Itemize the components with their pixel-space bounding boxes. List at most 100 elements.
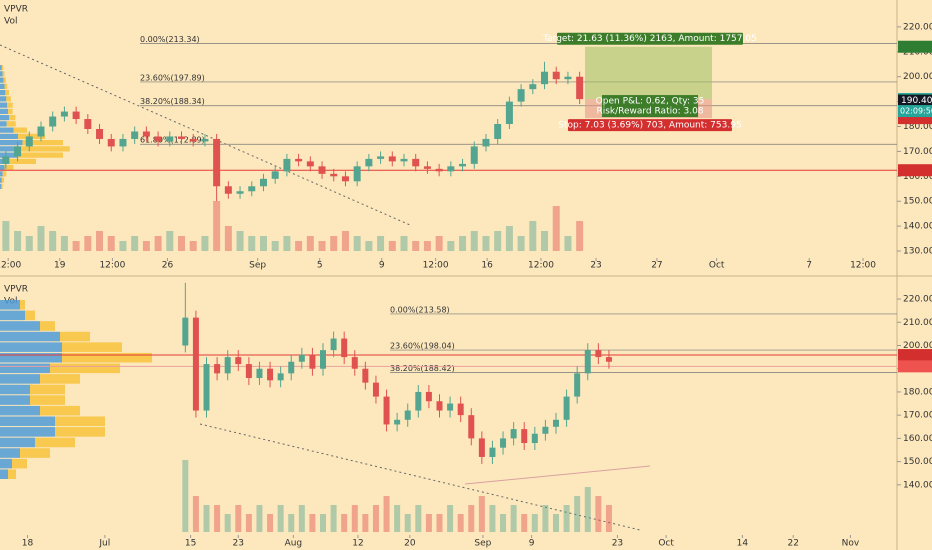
candle-body (605, 357, 612, 362)
volume-bar (500, 514, 507, 532)
volume-bar (529, 221, 537, 251)
volume-bar (2, 221, 10, 251)
volume-bar (214, 505, 221, 532)
candle-body (142, 131, 150, 137)
candle-body (182, 317, 189, 346)
profile-up (0, 146, 21, 152)
candle-body (489, 447, 496, 457)
volume-bar (459, 236, 467, 251)
profile-down (35, 437, 75, 448)
profile-up (0, 321, 40, 331)
profile-down (9, 158, 36, 164)
x-tick-label: 23 (233, 539, 244, 549)
y-tick-label: 220.00 (903, 22, 932, 32)
x-tick-label: 27 (651, 261, 662, 271)
profile-down (2, 171, 7, 177)
candle-body (267, 368, 274, 381)
volume-bar (541, 231, 549, 251)
volume-bar (271, 241, 279, 251)
target-label: Target: 21.63 (11.36%) 2163, Amount: 175… (542, 34, 757, 44)
candle-body (457, 403, 464, 416)
profile-up (0, 331, 60, 342)
volume-bar (318, 241, 326, 251)
volume-bar (423, 241, 431, 251)
profile-down (30, 395, 65, 405)
x-tick-label: Aug (285, 539, 303, 549)
volume-bar (388, 241, 396, 251)
candle-body (552, 71, 560, 80)
volume-bar (166, 231, 174, 251)
x-tick-label: 19 (54, 261, 66, 271)
profile-up (0, 83, 5, 89)
volume-bar (489, 505, 496, 532)
volume-bar (552, 206, 560, 251)
x-tick-label: 12:00 (0, 261, 21, 271)
profile-up (0, 71, 3, 77)
profile-down (1, 183, 3, 189)
candle-body (412, 158, 420, 167)
candle-body (298, 354, 305, 362)
volume-bar (447, 241, 455, 251)
x-tick-label: 14 (737, 539, 749, 549)
y-tick-label: 160.00 (903, 434, 932, 444)
candle-body (404, 410, 411, 420)
profile-down (6, 121, 16, 127)
y-tick-label: 210.00 (903, 318, 932, 328)
volume-bar (425, 514, 432, 532)
price-tag-bg (898, 94, 932, 107)
price-tag-bg (898, 360, 932, 373)
profile-up (0, 133, 18, 139)
volume-bar (192, 496, 199, 532)
volume-bar (341, 231, 349, 251)
candle-body (552, 419, 559, 427)
price-tag-bg (898, 164, 932, 177)
volume-bar (320, 514, 327, 532)
volume-bar (306, 236, 314, 251)
fib-label: 0.00%(213.58) (390, 305, 450, 314)
candle-body (584, 350, 591, 374)
profile-up (0, 469, 8, 479)
candle-body (224, 186, 232, 194)
y-tick-label: 200.00 (903, 72, 932, 82)
candle-body (353, 166, 361, 182)
volume-bar (576, 221, 584, 251)
candle-body (189, 138, 197, 142)
profile-down (6, 96, 11, 102)
candle-body (283, 158, 291, 172)
candle-body (96, 129, 104, 139)
candle-body (447, 403, 454, 411)
profile-up (0, 108, 9, 114)
volume-bar (14, 231, 22, 251)
volume-bar (203, 505, 210, 532)
volume-bar (107, 236, 115, 251)
profile-down (22, 140, 63, 146)
candle-body (320, 350, 327, 369)
price-tag-bg (898, 349, 932, 362)
candle-body (213, 138, 221, 187)
pane-title: VPVR (4, 285, 28, 295)
profile-down (4, 165, 14, 171)
profile-down (25, 310, 35, 321)
volume-bar (341, 514, 348, 532)
candle-body (330, 338, 337, 351)
y-tick-label: 170.00 (903, 147, 932, 157)
profile-up (0, 90, 6, 96)
candle-body (510, 429, 517, 439)
x-tick-label: 12:00 (850, 261, 876, 271)
candle-body (447, 166, 455, 172)
candle-body (383, 396, 390, 425)
rr-label: Risk/Reward Ratio: 3.08 (596, 107, 703, 117)
profile-up (0, 152, 18, 158)
volume-bar (49, 231, 57, 251)
candle-body (377, 156, 385, 159)
volume-bar (154, 236, 162, 251)
profile-down (1, 177, 5, 183)
volume-bar (37, 226, 45, 251)
candle-body (341, 338, 348, 358)
volume-bar (494, 231, 502, 251)
price-tag (898, 360, 932, 373)
volume-bar (400, 236, 408, 251)
candle-body (365, 158, 373, 167)
profile-up (0, 405, 40, 416)
